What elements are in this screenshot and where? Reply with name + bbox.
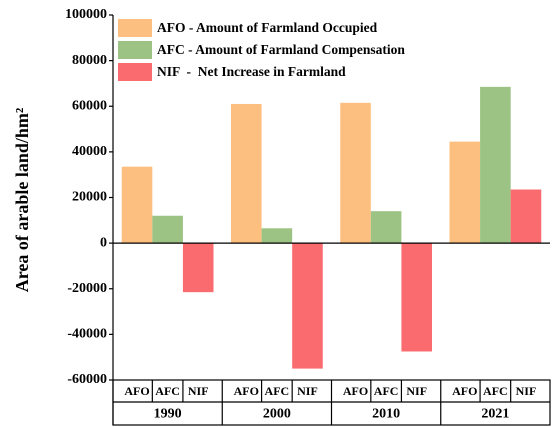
- bar: [401, 243, 433, 352]
- bar-label: NIF: [297, 384, 318, 398]
- y-tick-label: -40000: [67, 327, 107, 342]
- y-tick-label: 80000: [72, 53, 107, 68]
- bar: [182, 243, 214, 293]
- y-tick-label: 40000: [72, 144, 107, 159]
- bar-label: NIF: [188, 384, 209, 398]
- y-tick-label: 20000: [72, 190, 107, 205]
- y-axis-label: Area of arable land/hm²: [12, 108, 32, 293]
- legend-label: AFO - Amount of Farmland Occupied: [157, 20, 378, 35]
- x-tick-label: 2010: [372, 407, 400, 422]
- bar-label: AFO: [124, 384, 149, 398]
- legend-swatch: [118, 63, 152, 81]
- bar-label: AFC: [374, 384, 399, 398]
- bar-label: AFC: [265, 384, 290, 398]
- y-tick-label: 0: [100, 235, 107, 250]
- y-tick-label: 100000: [65, 7, 107, 22]
- bar: [510, 189, 542, 244]
- bar: [480, 86, 511, 244]
- bar: [340, 102, 371, 244]
- legend-swatch: [118, 19, 152, 37]
- x-tick-label: 2021: [481, 407, 509, 422]
- bar-label: AFO: [452, 384, 477, 398]
- y-tick-label: -60000: [67, 372, 107, 387]
- bar: [121, 166, 153, 244]
- bar-label: AFC: [155, 384, 180, 398]
- x-tick-label: 2000: [263, 407, 291, 422]
- bar-label: NIF: [406, 384, 427, 398]
- x-tick-label: 1990: [154, 407, 182, 422]
- bar: [449, 141, 481, 244]
- legend-swatch: [118, 41, 152, 59]
- bar: [370, 211, 402, 244]
- y-tick-label: -20000: [67, 281, 107, 296]
- bar-label: AFO: [234, 384, 259, 398]
- legend-label: AFC - Amount of Farmland Compensation: [157, 42, 405, 57]
- bar: [292, 243, 323, 369]
- bar: [152, 215, 183, 244]
- bar-label: AFC: [483, 384, 508, 398]
- bar-label: NIF: [516, 384, 537, 398]
- legend-label: NIF - Net Increase in Farmland: [157, 64, 346, 79]
- bar: [230, 103, 262, 244]
- bar: [261, 228, 293, 244]
- y-tick-label: 60000: [72, 98, 107, 113]
- bar-label: AFO: [343, 384, 368, 398]
